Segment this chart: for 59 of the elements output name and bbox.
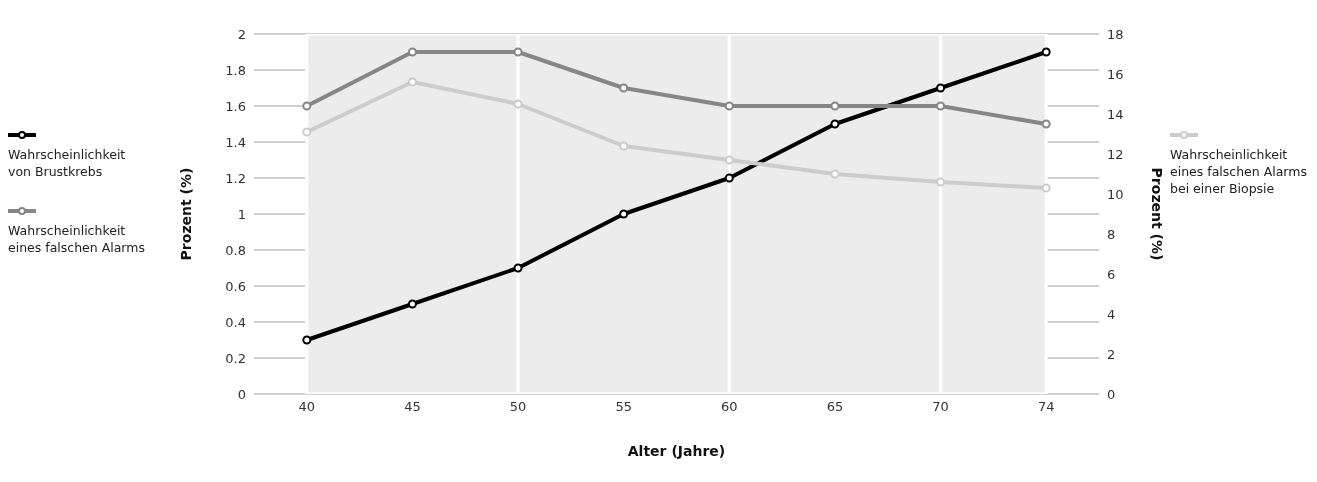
y2-tick-label: 4 (1107, 306, 1116, 322)
point (830, 101, 840, 111)
x-tick-label: 65 (826, 399, 844, 415)
y-tick-label: 1.4 (225, 134, 246, 150)
point (936, 101, 946, 111)
y-tick-label: 0.4 (225, 314, 246, 330)
point (407, 47, 417, 57)
point (302, 335, 312, 345)
y-tick-label: 1.2 (225, 170, 246, 186)
y2-tick-label: 18 (1107, 26, 1124, 42)
y2-tick-label: 10 (1107, 186, 1124, 202)
y-tick-label: 1 (237, 206, 246, 222)
point (302, 127, 312, 137)
point (936, 177, 946, 187)
point (936, 83, 946, 93)
legend-label: Wahrscheinlichkeit eines falschen Alarms bei einer Biopsie (1170, 146, 1308, 197)
point (724, 173, 734, 183)
y2-tick-label: 0 (1107, 386, 1116, 402)
y-tick-label: 0.2 (225, 350, 246, 366)
point (619, 209, 629, 219)
legend-label: Wahrscheinlichkeit von Brustkrebs (8, 146, 127, 180)
point (1041, 119, 1051, 129)
y2-tick-label: 14 (1107, 106, 1124, 122)
point (830, 119, 840, 129)
y-tick-label: 0 (237, 386, 246, 402)
point (407, 299, 417, 309)
x-tick-label: 70 (932, 399, 949, 415)
point (619, 83, 629, 93)
point (724, 101, 734, 111)
point (1041, 183, 1051, 193)
y2-tick-label: 2 (1107, 346, 1116, 362)
point (619, 141, 629, 151)
x-tick-label: 45 (404, 399, 421, 415)
point (513, 263, 523, 273)
point (513, 99, 523, 109)
point (830, 169, 840, 179)
y2-tick-label: 8 (1107, 226, 1116, 242)
x-axis-title: Alter (Jahre) (627, 443, 726, 459)
x-tick-label: 55 (615, 399, 632, 415)
x-tick-label: 40 (298, 399, 316, 415)
legend-label: Wahrscheinlichkeit eines falschen Alarms (8, 222, 146, 256)
y2-tick-label: 16 (1107, 66, 1124, 82)
x-tick-label: 74 (1037, 399, 1055, 415)
y-axis-title: Prozent (%) (177, 167, 194, 261)
point (1041, 47, 1051, 57)
point (302, 101, 312, 111)
y-tick-label: 1.6 (225, 98, 246, 114)
y2-tick-label: 12 (1107, 146, 1124, 162)
point (407, 77, 417, 87)
y-tick-label: 0.6 (225, 278, 246, 294)
y-tick-label: 2 (237, 26, 246, 42)
x-tick-label: 50 (509, 399, 527, 415)
x-tick-label: 60 (721, 399, 738, 415)
y-tick-label: 1.8 (225, 62, 246, 78)
y-tick-label: 0.8 (225, 242, 246, 258)
y2-tick-label: 6 (1107, 266, 1116, 282)
y2-axis-title: Prozent (%) (1149, 167, 1166, 261)
point (724, 155, 734, 165)
point (513, 47, 523, 57)
